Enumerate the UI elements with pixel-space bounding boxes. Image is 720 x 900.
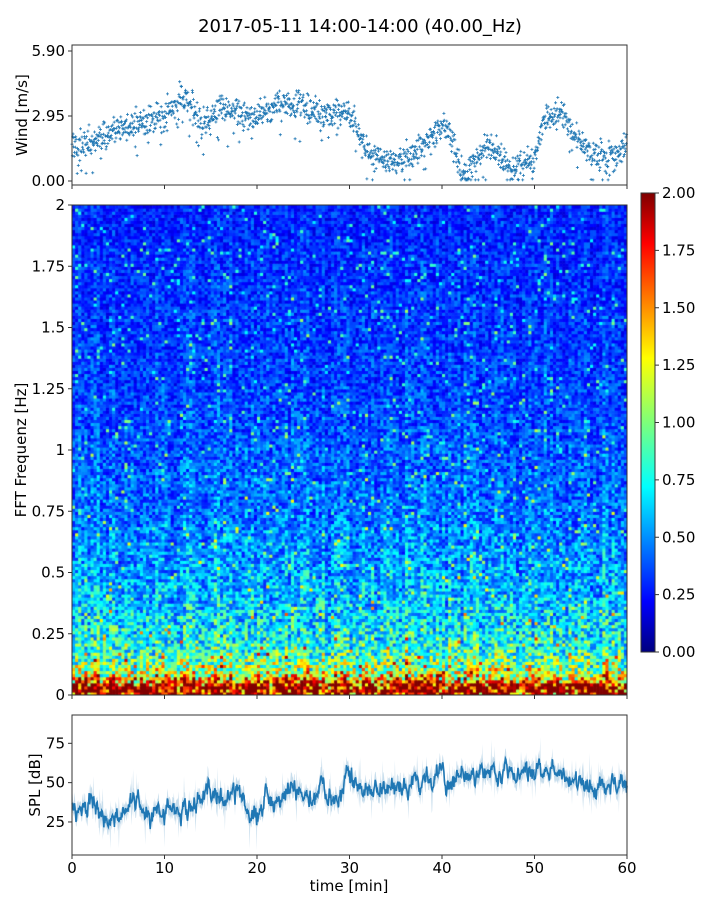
x-tick-label: 20 [247, 859, 266, 877]
y-tick-label: 2 [55, 196, 65, 214]
colorbar-tick-label: 1.75 [662, 241, 695, 259]
y-tick-label: 0.75 [32, 502, 65, 520]
x-tick-label: 60 [617, 859, 636, 877]
colorbar-tick-label: 0.25 [662, 586, 695, 604]
colorbar-tick-label: 0.50 [662, 528, 695, 546]
spl-axes-frame [71, 714, 628, 856]
y-tick-label: 1.75 [32, 257, 65, 275]
chart-title: 2017-05-11 14:00-14:00 (40.00_Hz) [198, 16, 522, 37]
y-tick-label: 75 [46, 734, 65, 752]
y-tick-label: 25 [46, 813, 65, 831]
y-tick-label: 1 [55, 441, 65, 459]
x-tick-label: 30 [340, 859, 359, 877]
colorbar-tick-label: 1.00 [662, 414, 695, 432]
colorbar [640, 192, 656, 653]
y-tick-label: 50 [46, 774, 65, 792]
spl-range-band [72, 737, 627, 851]
colorbar-tick-label: 1.50 [662, 299, 695, 317]
spectrogram-ylabel: FFT Frequenz [Hz] [12, 383, 30, 518]
y-tick-label: 0.5 [41, 564, 65, 582]
x-tick-label: 40 [432, 859, 451, 877]
spl-panel [71, 737, 628, 851]
colorbar-tick-label: 0.00 [662, 643, 695, 661]
y-tick-label: 1.5 [41, 319, 65, 337]
colorbar-tick-label: 2.00 [662, 184, 695, 202]
spectrogram-frame [71, 204, 628, 696]
colorbar-tick-label: 0.75 [662, 471, 695, 489]
wind-y-ticks: 0.00 2.95 5.90 [32, 42, 72, 190]
y-tick-label: 2.95 [32, 107, 65, 125]
spl-ylabel: SPL [dB] [26, 753, 44, 816]
y-tick-label: 0.00 [32, 172, 65, 190]
x-tick-label: 0 [67, 859, 77, 877]
colorbar-tick-label: 1.25 [662, 356, 695, 374]
spectrogram-y-ticks: 0 0.25 0.5 0.75 1 1.25 1.5 1.75 2 [32, 196, 72, 704]
spl-line [71, 755, 628, 830]
wind-points [70, 80, 629, 182]
wind-ylabel: Wind [m/s] [13, 74, 31, 156]
spl-ticks: 0 10 20 30 40 50 60 25 50 75 [46, 734, 637, 877]
y-tick-label: 5.90 [32, 42, 65, 60]
wind-panel [70, 80, 629, 182]
spectrogram-heatmap [72, 205, 627, 695]
y-tick-label: 1.25 [32, 380, 65, 398]
y-tick-label: 0.25 [32, 625, 65, 643]
x-tick-label: 10 [155, 859, 174, 877]
colorbar-ticks: 0.00 0.25 0.50 0.75 1.00 1.25 1.50 1.75 2.00 [655, 184, 695, 661]
x-tick-label: 50 [525, 859, 544, 877]
x-axis-label: time [min] [310, 877, 389, 895]
y-tick-label: 0 [55, 686, 65, 704]
